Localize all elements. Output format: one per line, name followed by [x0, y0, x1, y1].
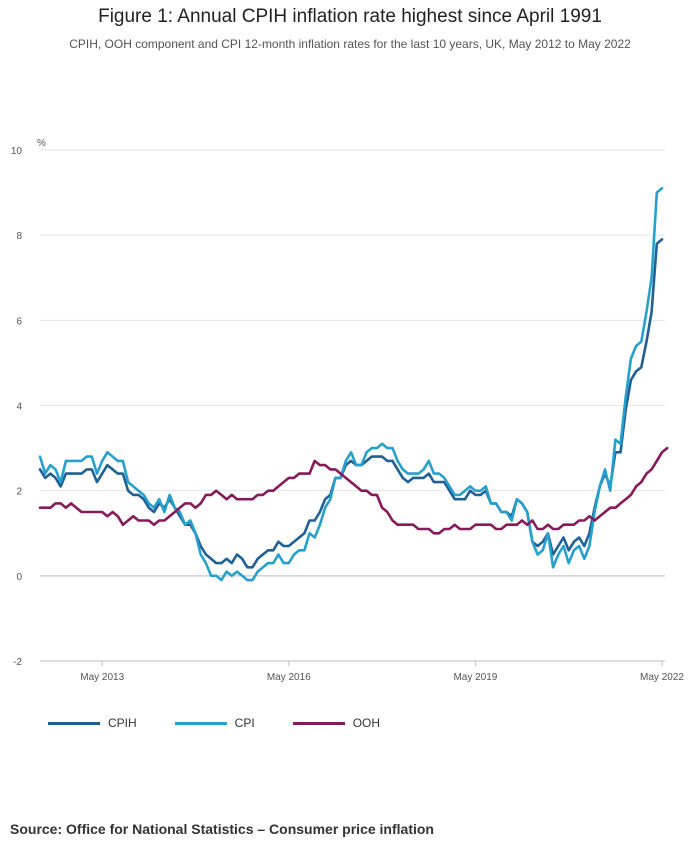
legend-swatch-cpih [48, 721, 100, 725]
x-tick-label: May 2019 [453, 672, 497, 683]
gridlines [40, 149, 665, 662]
axes: -2 0 2 4 6 8 10% May 2013 May 2016 May 2019 May 20… [11, 138, 685, 683]
y-tick-label: -2 [13, 657, 22, 668]
legend-item-cpih[interactable]: CPIH [48, 716, 137, 730]
legend-swatch-ooh [292, 721, 345, 725]
y-tick-label: 2 [16, 487, 22, 498]
source-note: Source: Office for National Statistics –… [10, 821, 434, 837]
y-tick-label: 10 [11, 146, 23, 157]
series-lines [38, 187, 669, 582]
legend-item-cpi[interactable]: CPI [174, 716, 255, 730]
line-chart: -2 0 2 4 6 8 10% May 2013 May 2016 May 2019 May 20… [11, 138, 685, 683]
series-line-cpih[interactable] [38, 238, 664, 569]
legend-item-ooh[interactable]: OOH [292, 716, 381, 730]
y-tick-label: 0 [16, 572, 22, 583]
y-tick-label: 4 [16, 402, 22, 413]
series-line-cpi[interactable] [38, 187, 664, 582]
legend: CPIH CPI OOH [48, 716, 380, 730]
legend-label-ooh: OOH [352, 716, 381, 730]
y-tick-label: 6 [16, 316, 22, 327]
chart-title: Figure 1: Annual CPIH inflation rate hig… [98, 6, 602, 27]
legend-label-cpih: CPIH [108, 716, 137, 730]
series-line-ooh[interactable] [38, 446, 669, 535]
x-tick-label: May 2013 [80, 672, 124, 683]
y-axis-unit: % [37, 138, 46, 149]
y-tick-label: 8 [16, 231, 22, 242]
x-tick-label: May 2022 [640, 672, 684, 683]
x-tick-label: May 2016 [267, 672, 311, 683]
legend-swatch-cpi [174, 721, 227, 725]
chart-subtitle: CPIH, OOH component and CPI 12-month inf… [69, 37, 631, 51]
legend-label-cpi: CPI [234, 716, 255, 730]
